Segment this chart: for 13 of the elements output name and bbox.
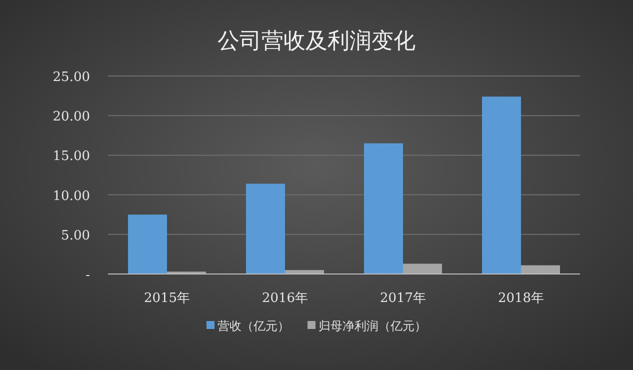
y-tick-label: - (86, 268, 90, 283)
chart-title: 公司营收及利润变化 (218, 29, 416, 54)
y-tick-label: 25.00 (52, 70, 90, 85)
y-tick-label: 15.00 (52, 149, 90, 164)
x-tick-label: 2015年 (144, 291, 190, 306)
legend-label: 归母净利润（亿元） (318, 319, 426, 333)
legend-label: 营收（亿元） (218, 319, 290, 333)
y-tick-label: 5.00 (61, 228, 90, 244)
x-tick-label: 2016年 (262, 291, 308, 306)
y-tick-label: 10.00 (52, 188, 90, 204)
y-tick-label: 20.00 (52, 110, 90, 125)
x-tick-label: 2017年 (380, 291, 426, 306)
x-tick-label: 2018年 (498, 291, 544, 306)
